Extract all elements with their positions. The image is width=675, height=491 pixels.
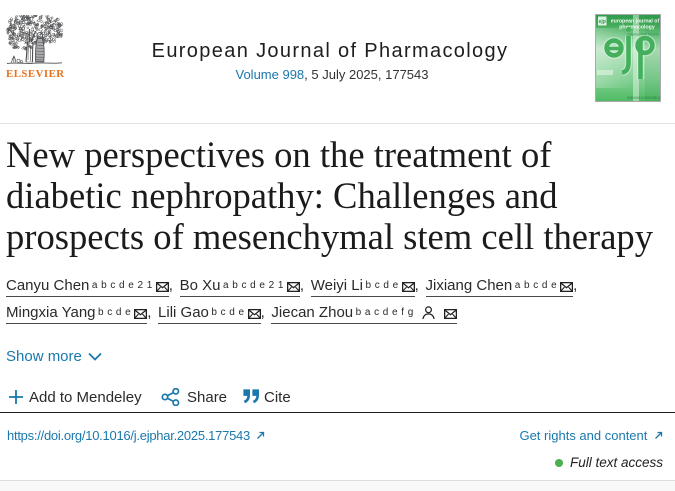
svg-text:pharmacology: pharmacology [619,25,655,31]
svg-text:volume 998 (2025): volume 998 (2025) [627,33,659,37]
svg-text:european journal of: european journal of [611,19,660,25]
svg-text:ejp: ejp [599,19,606,25]
svg-text:ISSN 0014-2999 998 (2025): ISSN 0014-2999 998 (2025) [627,96,661,100]
